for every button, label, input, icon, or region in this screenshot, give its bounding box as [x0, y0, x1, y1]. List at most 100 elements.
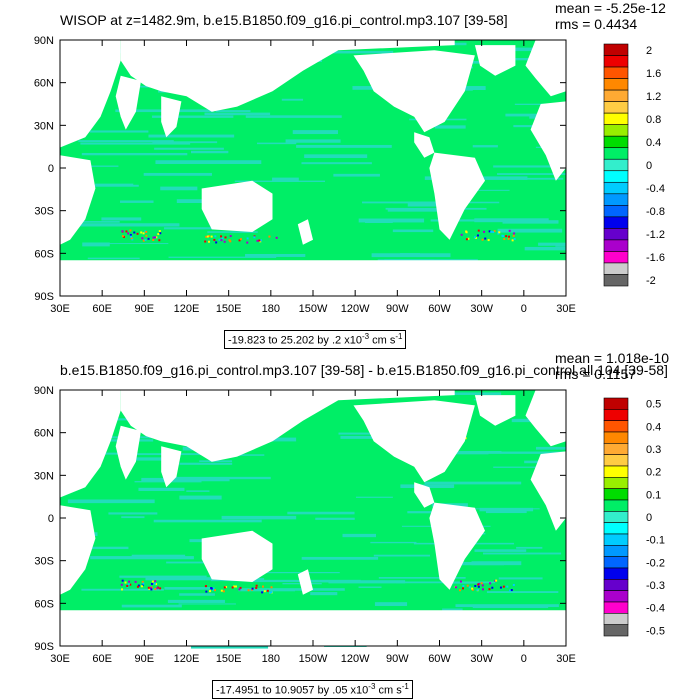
panel2-field-band	[164, 587, 212, 590]
panel1-hotspot-cell	[476, 234, 479, 237]
panel1-hotspot-cell	[256, 239, 259, 242]
panel1-xtick-label: 150W	[299, 303, 328, 315]
panel2-field-band	[133, 457, 168, 461]
panel1-hotspot-cell	[205, 235, 208, 238]
panel1-hotspot-cell	[136, 232, 139, 235]
panel1-field-band	[493, 165, 557, 168]
panel2-ytick-label: 60N	[34, 428, 54, 440]
panel1-field-band	[256, 142, 297, 145]
panel2-hotspot-cell	[209, 590, 212, 593]
panel2-colorbar-cell	[603, 567, 629, 580]
panel1-field-band	[555, 245, 566, 247]
panel1-field-band	[472, 145, 498, 148]
panel1-hotspot-cell	[224, 236, 227, 239]
panel2-hotspot-cell	[150, 588, 153, 591]
panel1-xtick-label: 90E	[135, 303, 155, 315]
panel1-field-band	[497, 173, 566, 175]
panel2-field-band	[178, 603, 236, 605]
panel1-landmass	[161, 96, 182, 138]
panel2-hotspot-cell	[263, 590, 266, 593]
panel2-hotspot-cell	[270, 591, 273, 594]
panel1-field-band	[163, 227, 235, 230]
panel2-colorbar-label: -0.5	[646, 625, 665, 637]
panel2-colorbar: 0.5 0.4 0.3 0.2 0.1 0 -0.1 -0.2 -0.3 -0.4 -0.5	[603, 397, 665, 637]
panel1-field-band	[215, 110, 251, 113]
panel2-hotspot-cell	[480, 582, 483, 585]
panel2-colorbar-cell	[603, 454, 629, 467]
panel1-hotspot-cell	[125, 230, 128, 233]
panel2-colorbar-label: 0	[646, 512, 652, 524]
panel2-field-band	[167, 599, 225, 603]
panel2-hotspot-cell	[489, 582, 492, 585]
panel2-colorbar-label: 0.1	[646, 489, 661, 501]
panel1-field-band	[176, 199, 208, 204]
panel1-field-band	[392, 229, 434, 233]
panel1-hotspot-cell	[228, 239, 231, 242]
panel2-field-band	[190, 645, 269, 649]
panel1-colorbar-cell	[603, 274, 629, 287]
panel1-hotspot-cell	[147, 237, 150, 240]
panel1-field-band	[94, 183, 134, 186]
panel2-colorbar-label: 0.3	[646, 444, 661, 456]
panel1-colorbar-label: 0.8	[646, 114, 661, 126]
panel1-field-band	[524, 246, 566, 251]
panel2-hotspot-cell	[155, 583, 158, 586]
panel2-field-band	[301, 556, 379, 560]
panel1-hotspot-cell	[129, 229, 132, 232]
panel1-hotspot-cell	[145, 230, 148, 233]
panel1-field-band	[154, 147, 224, 150]
panel1-field-band	[191, 150, 229, 154]
panel2-xtick-label: 120W	[341, 653, 370, 665]
panel1-landmass	[201, 180, 273, 232]
panel2-colorbar-label: -0.1	[646, 535, 665, 547]
panel1-hotspot-cell	[220, 239, 223, 242]
panel1-xtick-label: 180	[262, 303, 280, 315]
panel2-field-band	[483, 552, 562, 555]
panel2-hotspot-cell	[247, 589, 250, 592]
panel2-xtick-label: 90E	[135, 653, 155, 665]
panel2-field-band	[199, 460, 233, 463]
panel2-hotspot-cell	[471, 588, 474, 591]
panel1-hotspot-cell	[142, 239, 145, 242]
panel1-landmass	[120, 40, 455, 112]
panel2-hotspot-cell	[510, 589, 513, 592]
panel2-hotspot-cell	[213, 589, 216, 592]
panel2-field-band	[315, 517, 355, 520]
panel2-hotspot-cell	[488, 588, 491, 591]
panel1-landmass	[414, 132, 435, 158]
panel2-hotspot-cell	[231, 586, 234, 589]
panel2-hotspot-cell	[468, 586, 471, 589]
panel1-hotspot-cell	[213, 238, 216, 241]
panel1-landmass	[474, 45, 516, 76]
panel2-hotspot-cell	[121, 579, 124, 582]
panel1-field-band	[80, 142, 191, 145]
panel2-field-band	[67, 499, 155, 504]
panel1-field-band	[522, 177, 564, 180]
panel2-colorbar-cell	[603, 488, 629, 501]
panel2-colorbar-cell	[603, 545, 629, 557]
panel2-field-band	[443, 582, 480, 584]
panel2-landmass	[353, 400, 475, 483]
panel2-colorbar-cell	[603, 420, 629, 433]
panel2-hotspot-cell	[222, 590, 225, 593]
panel2-colorbar-cell	[603, 613, 629, 625]
panel2-field-band	[378, 577, 466, 579]
panel1-hotspot-cell	[127, 232, 130, 235]
panel2-hotspot-cell	[474, 584, 477, 587]
panel1-landmass	[60, 260, 566, 296]
panel2-hotspot-cell	[225, 585, 228, 588]
panel2-colorbar-cell	[603, 579, 629, 591]
panel1-hotspot-cell	[513, 238, 516, 241]
panel1-xtick-label: 0	[521, 303, 527, 315]
panel2-landmass	[161, 446, 182, 488]
panel1-field-band	[281, 98, 304, 101]
panel1-range-box: -19.823 to 25.202 by .2 x10-3 cm s-1	[224, 330, 407, 349]
panel1-hotspot-cell	[121, 230, 124, 233]
panel1-hotspot-cell	[505, 235, 508, 238]
panel1-hotspot-cell	[238, 239, 241, 242]
panel2-title: b.e15.B1850.f09_g16.pi_control.mp3.107 […	[60, 362, 668, 378]
panel2-hotspot-cell	[156, 587, 159, 590]
panel2-hotspot-cell	[128, 580, 131, 583]
